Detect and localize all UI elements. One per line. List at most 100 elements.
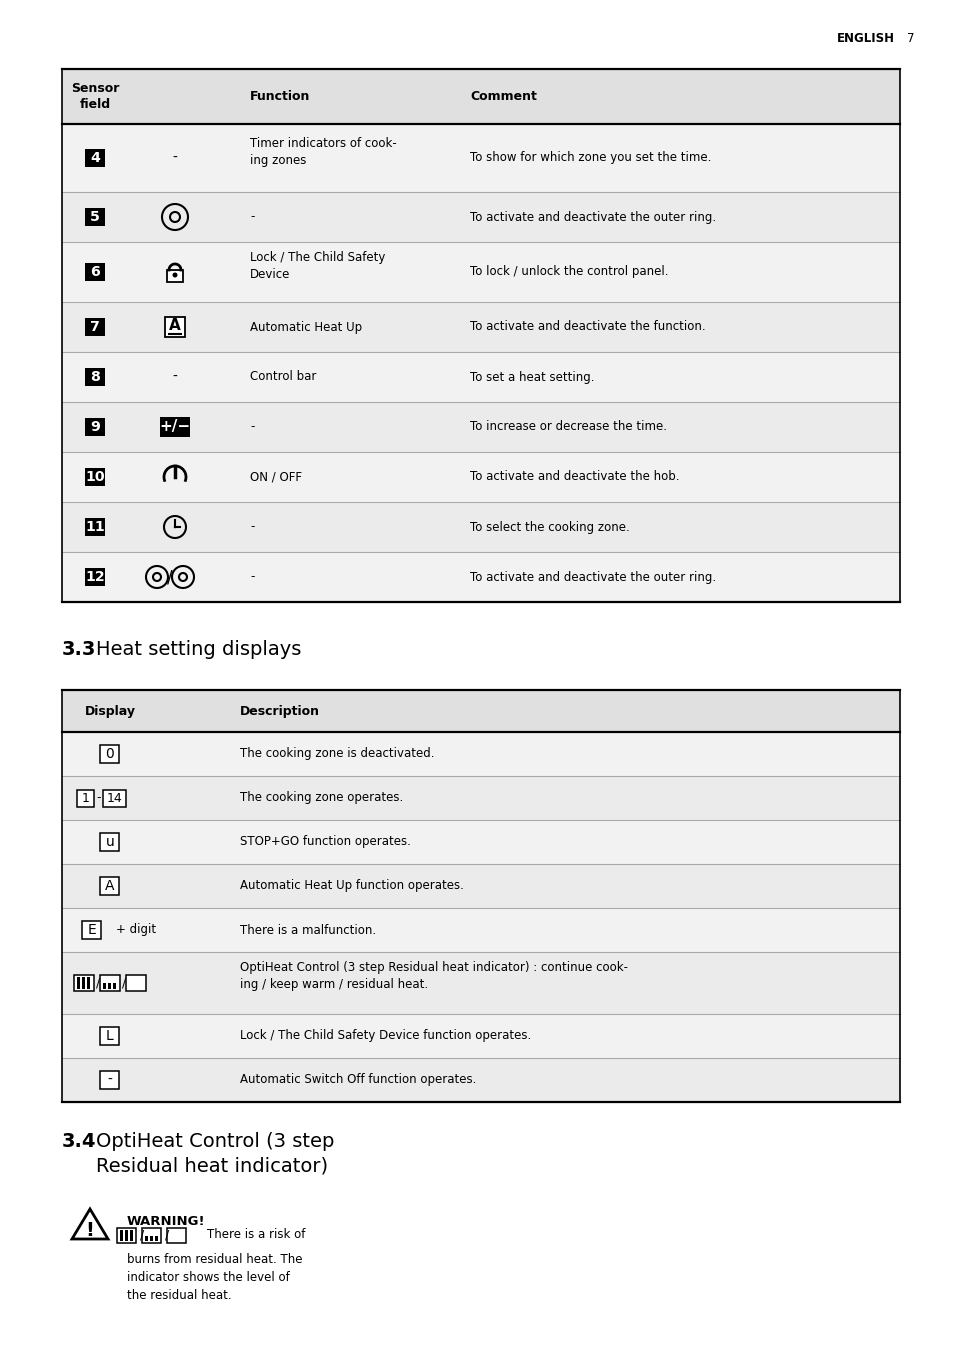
FancyBboxPatch shape	[100, 1071, 119, 1089]
FancyBboxPatch shape	[74, 975, 94, 991]
Text: There is a risk of: There is a risk of	[207, 1228, 305, 1242]
Bar	[146, 1235, 149, 1240]
Bar	[62, 821, 899, 864]
Bar	[82, 978, 86, 988]
Text: Display: Display	[85, 704, 135, 718]
FancyBboxPatch shape	[100, 1026, 119, 1045]
Text: To lock / unlock the control panel.: To lock / unlock the control panel.	[470, 265, 668, 279]
Text: + digit: + digit	[116, 923, 156, 937]
Bar	[126, 1229, 129, 1240]
Text: 8: 8	[90, 370, 100, 385]
FancyBboxPatch shape	[85, 368, 105, 386]
Text: The cooking zone operates.: The cooking zone operates.	[240, 792, 403, 804]
Bar	[62, 691, 899, 733]
FancyBboxPatch shape	[77, 789, 94, 807]
Bar	[62, 302, 899, 352]
FancyBboxPatch shape	[85, 149, 105, 167]
Bar	[62, 352, 899, 402]
Bar	[62, 952, 899, 1014]
Text: L: L	[106, 1029, 113, 1043]
Text: 5: 5	[90, 210, 100, 223]
Text: 6: 6	[90, 265, 100, 279]
Bar	[62, 125, 899, 192]
Text: /: /	[122, 976, 126, 990]
Text: STOP+GO function operates.: STOP+GO function operates.	[240, 835, 411, 849]
FancyBboxPatch shape	[85, 263, 105, 282]
FancyBboxPatch shape	[100, 877, 119, 895]
Text: /: /	[165, 1228, 169, 1242]
Text: -: -	[250, 520, 254, 533]
Text: Heat setting displays: Heat setting displays	[96, 640, 301, 659]
Text: 12: 12	[85, 570, 105, 584]
FancyBboxPatch shape	[165, 317, 185, 337]
Text: 4: 4	[90, 152, 100, 165]
FancyBboxPatch shape	[85, 418, 105, 436]
Text: To set a heat setting.: To set a heat setting.	[470, 371, 594, 383]
Text: u: u	[106, 835, 114, 849]
Text: burns from residual heat. The
indicator shows the level of
the residual heat.: burns from residual heat. The indicator …	[127, 1252, 302, 1303]
Text: 3.3: 3.3	[62, 640, 96, 659]
FancyBboxPatch shape	[100, 745, 119, 764]
Text: 0: 0	[106, 747, 114, 761]
Bar	[62, 69, 899, 125]
Text: Timer indicators of cook-
ing zones: Timer indicators of cook- ing zones	[250, 137, 396, 167]
Text: -: -	[172, 370, 177, 385]
Text: !: !	[86, 1221, 94, 1240]
Bar	[62, 502, 899, 552]
Bar	[109, 983, 112, 988]
Bar	[113, 983, 116, 988]
Text: 3.4: 3.4	[62, 1132, 96, 1151]
Text: -: -	[108, 1072, 112, 1087]
Bar	[62, 909, 899, 952]
FancyBboxPatch shape	[117, 1228, 136, 1243]
Text: A: A	[169, 318, 181, 333]
Text: -: -	[250, 210, 254, 223]
FancyBboxPatch shape	[100, 975, 120, 991]
Bar	[62, 864, 899, 909]
FancyBboxPatch shape	[85, 567, 105, 586]
Text: To activate and deactivate the outer ring.: To activate and deactivate the outer rin…	[470, 210, 716, 223]
Bar	[62, 552, 899, 603]
Text: 1: 1	[82, 792, 90, 804]
Text: The cooking zone is deactivated.: The cooking zone is deactivated.	[240, 747, 434, 761]
Bar	[62, 1057, 899, 1102]
Bar	[131, 1229, 133, 1240]
Text: 9: 9	[90, 420, 100, 435]
Text: Comment: Comment	[470, 89, 537, 103]
Bar	[120, 1229, 123, 1240]
Circle shape	[173, 525, 176, 528]
Text: 7: 7	[90, 320, 100, 334]
Text: Control bar: Control bar	[250, 371, 316, 383]
Text: WARNING!: WARNING!	[127, 1215, 206, 1228]
Bar	[62, 1014, 899, 1057]
FancyBboxPatch shape	[126, 975, 146, 991]
Bar	[151, 1235, 153, 1240]
Bar	[62, 402, 899, 452]
Text: -: -	[250, 421, 254, 433]
Circle shape	[172, 272, 177, 278]
Bar	[103, 983, 107, 988]
Text: Automatic Switch Off function operates.: Automatic Switch Off function operates.	[240, 1074, 476, 1086]
Text: To select the cooking zone.: To select the cooking zone.	[470, 520, 629, 533]
FancyBboxPatch shape	[167, 269, 183, 282]
Text: /: /	[95, 976, 100, 990]
Bar	[62, 733, 899, 776]
FancyBboxPatch shape	[85, 318, 105, 336]
Text: E: E	[88, 923, 96, 937]
Text: OptiHeat Control (3 step
Residual heat indicator): OptiHeat Control (3 step Residual heat i…	[96, 1132, 334, 1177]
Text: 7: 7	[906, 32, 914, 45]
FancyBboxPatch shape	[142, 1228, 161, 1243]
Text: 10: 10	[85, 470, 105, 483]
Text: Automatic Heat Up: Automatic Heat Up	[250, 321, 362, 333]
FancyBboxPatch shape	[168, 1228, 186, 1243]
FancyBboxPatch shape	[160, 417, 190, 437]
Text: /: /	[140, 1228, 144, 1242]
Bar	[62, 452, 899, 502]
Bar	[62, 192, 899, 242]
FancyBboxPatch shape	[85, 468, 105, 486]
Text: To activate and deactivate the hob.: To activate and deactivate the hob.	[470, 470, 679, 483]
Text: To activate and deactivate the function.: To activate and deactivate the function.	[470, 321, 705, 333]
Bar	[77, 978, 80, 988]
Text: Automatic Heat Up function operates.: Automatic Heat Up function operates.	[240, 880, 463, 892]
Text: -: -	[250, 570, 254, 584]
